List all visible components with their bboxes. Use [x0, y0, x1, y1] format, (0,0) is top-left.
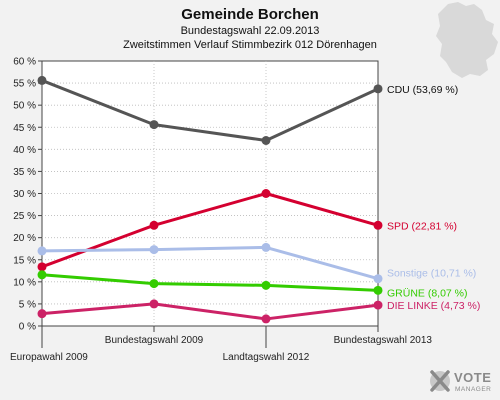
series-spd	[37, 189, 383, 272]
data-point	[373, 84, 383, 94]
series-end-label: Sonstige (10,71 %)	[387, 268, 476, 280]
logo-text: VOTE	[454, 370, 491, 385]
data-point	[149, 120, 159, 130]
series-line	[41, 273, 379, 292]
data-point	[37, 246, 47, 256]
data-point	[373, 285, 383, 295]
data-point	[261, 280, 271, 290]
x-axis: Europawahl 2009 Bundestagswahl 2009 Landta…	[10, 326, 432, 363]
x-tick-label: Europawahl 2009	[10, 352, 88, 363]
germany-map-icon	[436, 2, 498, 78]
series	[37, 75, 383, 324]
data-point	[37, 309, 47, 319]
series-end-label: GRÜNE (8,07 %)	[387, 287, 468, 299]
y-tick-label: 0 %	[19, 322, 36, 333]
y-tick-label: 55 %	[13, 79, 36, 90]
data-point	[373, 274, 383, 284]
y-tick-label: 25 %	[13, 211, 36, 222]
series-gr-ne	[37, 270, 383, 295]
series-line	[41, 192, 379, 269]
vote-manager-logo: VOTE MANAGER	[430, 370, 491, 393]
y-tick-label: 35 %	[13, 167, 36, 178]
data-point	[149, 279, 159, 289]
series-end-label: SPD (22,81 %)	[387, 220, 457, 232]
series-end-label: CDU (53,69 %)	[387, 84, 458, 96]
series-die-linke	[37, 299, 383, 324]
vote-manager-x-icon	[430, 370, 450, 392]
y-tick-label: 20 %	[13, 233, 36, 244]
data-point	[149, 220, 159, 230]
x-tick-label: Landtagswahl 2012	[223, 352, 310, 363]
x-tick-label: Bundestagswahl 2013	[334, 335, 433, 346]
data-point	[149, 299, 159, 309]
data-point	[261, 136, 271, 145]
chart-subtitle-2: Zweitstimmen Verlauf Stimmbezirk 012 Dör…	[123, 39, 377, 51]
data-point	[373, 300, 383, 310]
series-line	[41, 302, 379, 321]
data-point	[261, 189, 271, 198]
series-line	[41, 79, 379, 142]
y-tick-label: 60 %	[13, 57, 36, 68]
chart-title: Gemeinde Borchen	[181, 6, 319, 23]
series-end-label: DIE LINKE (4,73 %)	[387, 300, 480, 312]
grid	[42, 61, 378, 326]
y-axis: 0 % 5 % 10 % 15 % 20 % 25 % 30 % 35 % 40 % 45 % 50…	[13, 57, 42, 333]
series-cdu	[37, 75, 383, 145]
data-point	[37, 262, 47, 272]
y-tick-label: 45 %	[13, 123, 36, 134]
series-line	[41, 245, 379, 281]
y-tick-label: 50 %	[13, 101, 36, 112]
y-tick-label: 10 %	[13, 277, 36, 288]
series-labels: CDU (53,69 %) SPD (22,81 %) Sonstige (10,7…	[387, 84, 480, 312]
data-point	[261, 242, 271, 252]
chart-subtitle: Bundestagswahl 22.09.2013	[181, 25, 320, 37]
y-tick-label: 5 %	[19, 299, 36, 310]
y-tick-label: 30 %	[13, 189, 36, 200]
data-point	[373, 220, 383, 230]
y-tick-label: 15 %	[13, 255, 36, 266]
data-point	[149, 245, 159, 255]
logo-subtext: MANAGER	[455, 386, 491, 393]
data-point	[37, 270, 47, 280]
data-point	[261, 314, 271, 324]
series-sonstige	[37, 242, 383, 284]
y-tick-label: 40 %	[13, 145, 36, 156]
data-point	[37, 75, 47, 85]
x-tick-label: Bundestagswahl 2009	[105, 335, 204, 346]
